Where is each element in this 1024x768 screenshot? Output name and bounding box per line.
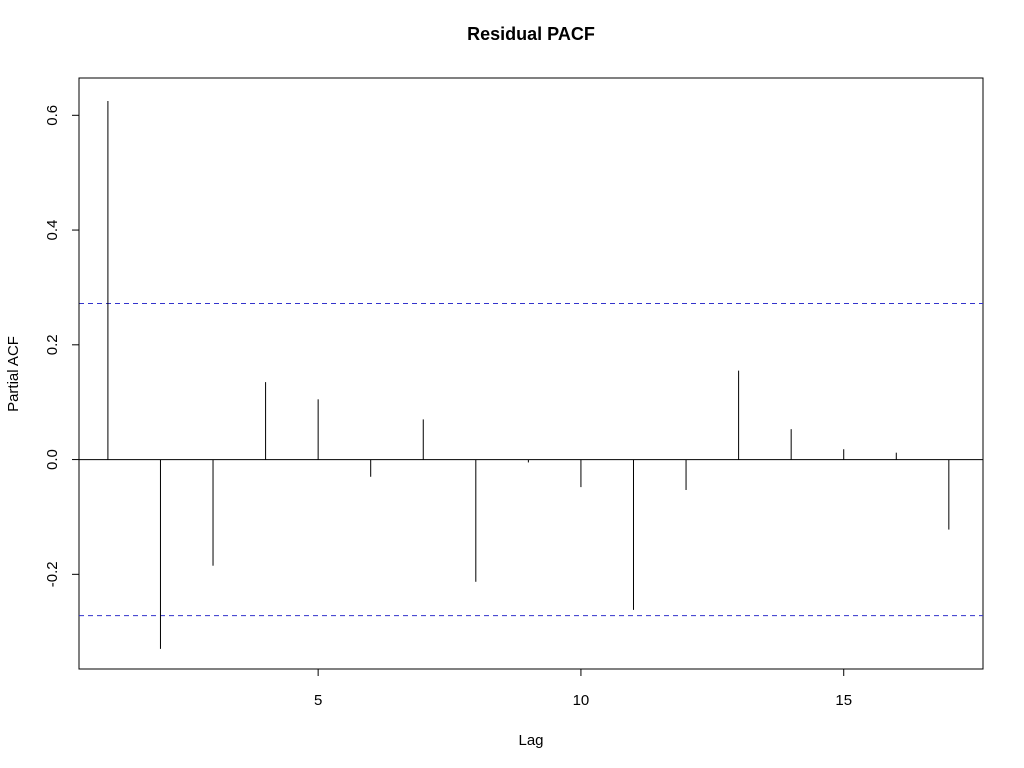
y-tick-label: 0.4 [44,220,61,241]
x-tick-label: 5 [314,692,322,709]
y-axis: -0.2 0.0 0.2 0.4 0.6 [44,105,80,587]
chart-title: Residual PACF [467,24,595,44]
x-tick-label: 10 [573,692,590,709]
x-tick-label: 15 [835,692,852,709]
plot-frame [78,77,984,670]
y-tick-label: -0.2 [44,561,61,587]
x-axis: 5 10 15 [314,668,852,709]
y-tick-label: 0.0 [44,449,61,470]
plot-marks [79,100,983,649]
y-tick-label: 0.6 [44,105,61,126]
y-tick-label: 0.2 [44,334,61,355]
y-axis-label: Partial ACF [5,336,22,412]
x-axis-label: Lag [518,732,543,749]
